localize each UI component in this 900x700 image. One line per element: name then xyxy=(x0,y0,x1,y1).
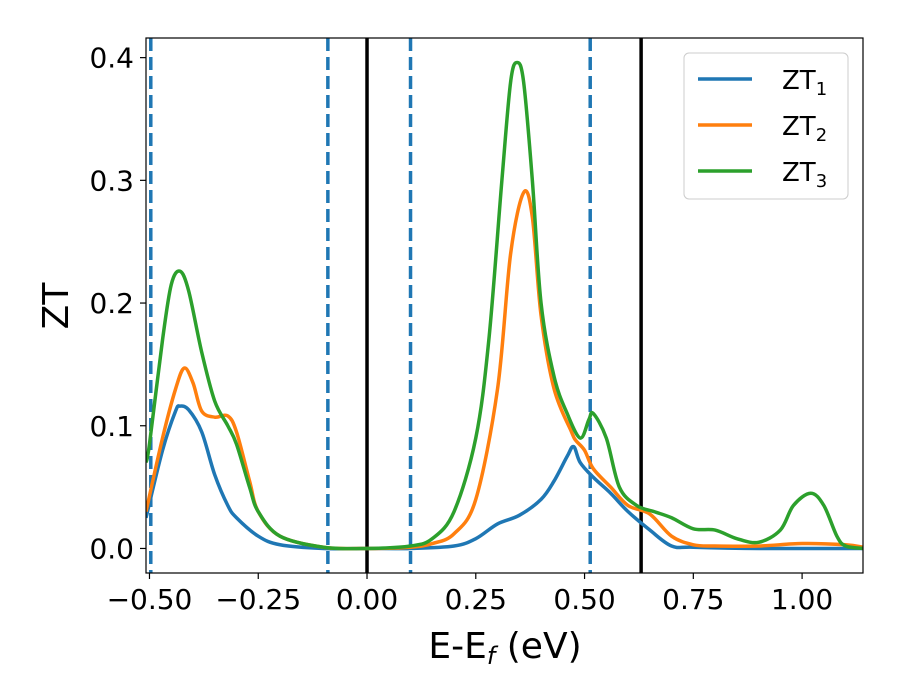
legend-label-main: ZT xyxy=(782,158,816,188)
x-tick-label: −0.50 xyxy=(107,583,193,616)
x-tick-label: 0.50 xyxy=(553,583,615,616)
y-tick-label: 0.3 xyxy=(89,164,134,197)
x-tick-label: 0.00 xyxy=(336,583,398,616)
x-axis-label-unit: (eV) xyxy=(495,626,581,667)
legend-label-sub: 2 xyxy=(816,125,827,146)
series-line-zt3 xyxy=(146,60,863,551)
legend-label-sub: 1 xyxy=(816,79,827,100)
y-tick-label: 0.1 xyxy=(89,410,134,443)
legend-label-main: ZT xyxy=(782,112,816,142)
plot-area xyxy=(145,37,864,574)
y-axis-label: ZT xyxy=(36,282,77,330)
series-line-zt2 xyxy=(146,189,863,551)
x-tick-label: −0.25 xyxy=(215,583,301,616)
x-tick-label: 0.75 xyxy=(662,583,724,616)
x-tick-label: 0.25 xyxy=(445,583,507,616)
x-axis-label-main: E-E xyxy=(428,626,486,667)
y-tick-label: 0.0 xyxy=(89,532,134,565)
plot-content xyxy=(146,38,863,573)
legend-label-sub: 3 xyxy=(816,171,827,192)
legend-label-main: ZT xyxy=(782,66,816,96)
y-tick-label: 0.2 xyxy=(89,287,134,320)
legend-label-zt2: ZT2 xyxy=(782,112,827,146)
series-line-zt1 xyxy=(146,404,863,551)
plot-frame xyxy=(145,37,864,574)
y-tick-label: 0.4 xyxy=(89,42,134,75)
legend-label-zt3: ZT3 xyxy=(782,158,827,192)
legend-box xyxy=(683,52,849,200)
x-tick-label: 1.00 xyxy=(771,583,833,616)
x-axis-label: E-Ef (eV) xyxy=(428,626,581,670)
legend-label-zt1: ZT1 xyxy=(782,66,827,100)
axis-ticks: −0.50 −0.25 0.00 0.25 0.50 0.75 1.00 0.0 0.1 0.2 0… xyxy=(89,42,833,616)
